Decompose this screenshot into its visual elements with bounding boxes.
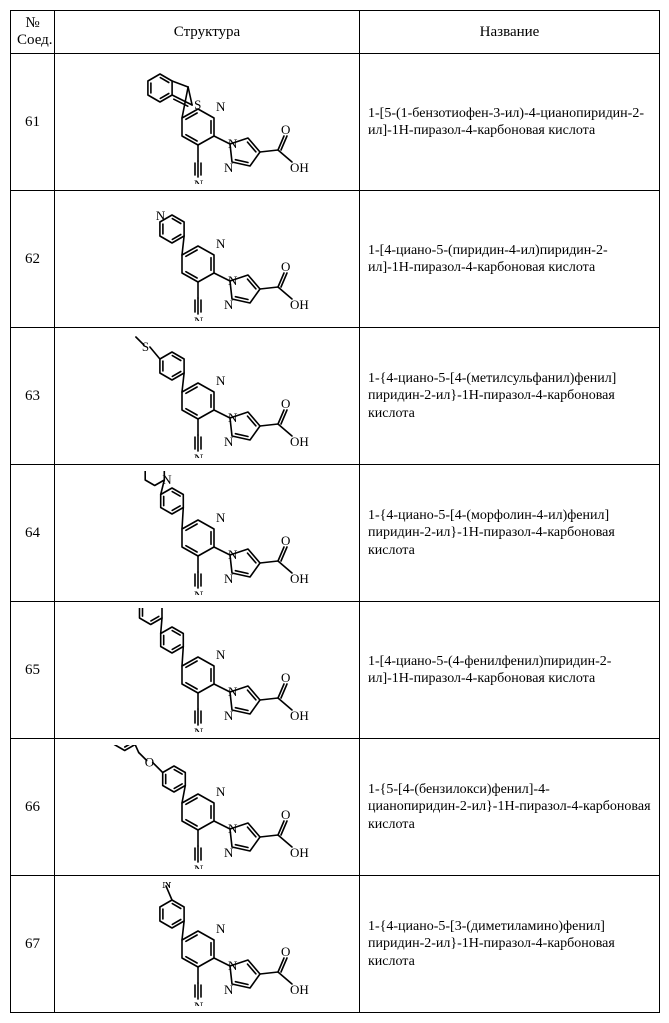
- table-row: 63NNNNOOHS1-{4-циано-5-[4-(метилсульфани…: [11, 328, 660, 465]
- compound-id: 67: [11, 876, 55, 1013]
- table-row: 62NNNNOOHN1-[4-циано-5-(пиридин-4-ил)пир…: [11, 191, 660, 328]
- compound-id: 65: [11, 602, 55, 739]
- compound-structure: NNNNOOHN: [55, 876, 360, 1013]
- svg-text:N: N: [224, 571, 234, 586]
- svg-text:N: N: [216, 784, 226, 799]
- svg-text:S: S: [142, 339, 149, 354]
- table-row: 66NNNNOOHO1-{5-[4-(бензилокси)фенил]-4-ц…: [11, 739, 660, 876]
- header-row: № Соед. Структура Название: [11, 11, 660, 54]
- svg-text:OH: OH: [290, 708, 309, 723]
- svg-text:N: N: [216, 647, 226, 662]
- svg-text:O: O: [145, 755, 154, 770]
- table-body: 61 N N N N O OH S 1-[5-(1-бензотиофен-3-ил)-4-ци…: [11, 54, 660, 1013]
- svg-text:OH: OH: [290, 845, 309, 860]
- svg-text:N: N: [194, 999, 204, 1006]
- svg-text:N: N: [194, 177, 204, 184]
- svg-text:O: O: [281, 396, 290, 411]
- col-header-name: Название: [360, 11, 660, 54]
- svg-text:N: N: [194, 725, 204, 732]
- compound-name: 1-{4-циано-5-[4-(метилсульфанил)фенил] п…: [360, 328, 660, 465]
- svg-text:N: N: [194, 451, 204, 458]
- svg-text:OH: OH: [290, 160, 309, 175]
- svg-text:N: N: [224, 845, 234, 860]
- svg-text:O: O: [281, 944, 290, 959]
- svg-text:OH: OH: [290, 297, 309, 312]
- compound-id: 63: [11, 328, 55, 465]
- compound-structure: NNNNOOHO: [55, 739, 360, 876]
- svg-text:N: N: [224, 434, 234, 449]
- svg-text:N: N: [224, 982, 234, 997]
- svg-text:O: O: [141, 471, 150, 474]
- compound-id: 64: [11, 465, 55, 602]
- compound-id: 61: [11, 54, 55, 191]
- svg-text:N: N: [216, 99, 226, 114]
- svg-text:O: O: [281, 122, 290, 137]
- compound-structure: NNNNOOHNO: [55, 465, 360, 602]
- table-row: 64NNNNOOHNO1-{4-циано-5-[4-(морфолин-4-и…: [11, 465, 660, 602]
- svg-text:N: N: [194, 588, 204, 595]
- svg-text:N: N: [194, 862, 204, 869]
- svg-text:O: O: [281, 670, 290, 685]
- compound-structure: NNNNOOHS: [55, 328, 360, 465]
- compound-table: № Соед. Структура Название 61 N N N N O OH S 1-[…: [10, 10, 660, 1013]
- svg-text:N: N: [224, 708, 234, 723]
- table-row: 67NNNNOOHN1-{4-циано-5-[3-(диметиламино)…: [11, 876, 660, 1013]
- svg-text:N: N: [216, 373, 226, 388]
- compound-name: 1-{4-циано-5-[4-(морфолин-4-ил)фенил] пи…: [360, 465, 660, 602]
- svg-text:OH: OH: [290, 982, 309, 997]
- compound-id: 66: [11, 739, 55, 876]
- compound-name: 1-{5-[4-(бензилокси)фенил]-4-цианопириди…: [360, 739, 660, 876]
- compound-name: 1-[4-циано-5-(пиридин-4-ил)пиридин-2-ил]…: [360, 191, 660, 328]
- svg-text:N: N: [224, 160, 234, 175]
- compound-structure: NNNNOOHS: [55, 54, 360, 191]
- compound-name: 1-{4-циано-5-[3-(диметиламино)фенил] пир…: [360, 876, 660, 1013]
- compound-name: 1-[4-циано-5-(4-фенилфенил)пиридин-2-ил]…: [360, 602, 660, 739]
- col-header-id: № Соед.: [11, 11, 55, 54]
- svg-text:O: O: [281, 533, 290, 548]
- svg-text:OH: OH: [290, 434, 309, 449]
- svg-text:N: N: [216, 236, 226, 251]
- svg-text:N: N: [224, 297, 234, 312]
- svg-text:O: O: [281, 259, 290, 274]
- table-row: 61NNNNOOHS1-[5-(1-бензотиофен-3-ил)-4-ци…: [11, 54, 660, 191]
- svg-text:N: N: [162, 882, 172, 891]
- svg-text:OH: OH: [290, 571, 309, 586]
- svg-text:S: S: [194, 97, 201, 112]
- svg-text:N: N: [216, 921, 226, 936]
- compound-structure: NNNNOOH: [55, 602, 360, 739]
- col-header-structure: Структура: [55, 11, 360, 54]
- compound-id: 62: [11, 191, 55, 328]
- compound-name: 1-[5-(1-бензотиофен-3-ил)-4-цианопиридин…: [360, 54, 660, 191]
- compound-structure: NNNNOOHN: [55, 191, 360, 328]
- svg-text:O: O: [281, 807, 290, 822]
- table-row: 65NNNNOOH1-[4-циано-5-(4-фенилфенил)пири…: [11, 602, 660, 739]
- svg-text:N: N: [156, 208, 166, 223]
- svg-text:N: N: [194, 314, 204, 321]
- svg-text:N: N: [216, 510, 226, 525]
